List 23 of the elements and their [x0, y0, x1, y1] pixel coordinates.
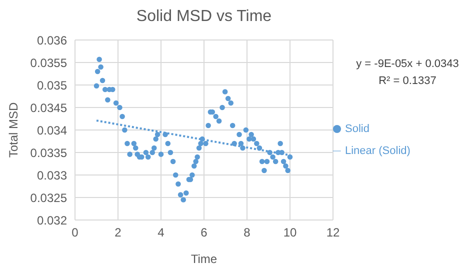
x-tick-label: 12	[326, 226, 340, 240]
x-tick-label: 0	[72, 226, 79, 240]
y-axis-title: Total MSD	[6, 102, 20, 158]
y-tick-label: 0.035	[36, 78, 68, 92]
text: y = -9E-05x + 0.0343	[355, 57, 460, 72]
x-tick-label: 10	[283, 226, 297, 240]
y-tick-label: 0.0355	[30, 56, 68, 70]
y-tick-label: 0.0345	[30, 100, 68, 115]
x-axis-title: Time	[190, 252, 218, 266]
legend-label: Linear (Solid)	[345, 145, 410, 157]
x-tick-label: 2	[114, 226, 122, 240]
y-tick-label: 0.033	[36, 168, 68, 182]
y-tick-label: 0.0325	[30, 190, 68, 205]
y-tick-label: 0.036	[36, 33, 68, 48]
text: R² = 0.1337	[378, 74, 438, 89]
legend-label: Solid	[345, 123, 370, 135]
x-tick-label: 8	[244, 226, 251, 240]
y-tick-label: 0.034	[36, 123, 68, 138]
y-tick-label: 0.032	[36, 213, 68, 228]
chart-title: Solid MSD vs Time	[135, 8, 273, 26]
x-tick-label: 6	[200, 226, 208, 240]
x-tick-label: 4	[158, 226, 165, 240]
y-tick-label: 0.0335	[30, 146, 68, 160]
